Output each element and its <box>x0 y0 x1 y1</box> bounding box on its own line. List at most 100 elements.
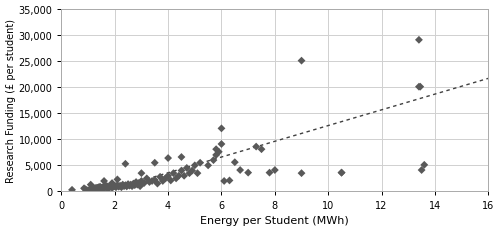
Point <box>212 148 220 151</box>
Point <box>112 185 120 189</box>
Point <box>418 168 426 172</box>
Point <box>118 183 126 187</box>
Point <box>100 186 108 190</box>
Point <box>104 185 112 189</box>
Point <box>164 174 172 178</box>
Point <box>126 184 134 188</box>
Point <box>252 145 260 149</box>
Point <box>114 178 122 182</box>
Point <box>120 185 128 188</box>
Point <box>338 171 345 175</box>
Point <box>130 182 138 186</box>
Point <box>218 127 226 131</box>
Point <box>162 177 170 180</box>
Point <box>126 183 134 187</box>
Point <box>212 153 220 157</box>
Point <box>159 179 167 183</box>
Point <box>134 183 141 187</box>
Point <box>210 159 218 162</box>
Point <box>298 172 306 175</box>
Point <box>196 161 204 165</box>
Point <box>98 186 106 190</box>
Point <box>98 187 106 191</box>
Point <box>172 177 180 180</box>
Point <box>114 183 122 187</box>
Point <box>244 171 252 175</box>
Y-axis label: Research Funding (£ per student): Research Funding (£ per student) <box>6 19 16 182</box>
Point <box>106 185 114 188</box>
Point <box>90 187 98 191</box>
Point <box>110 185 118 189</box>
Point <box>128 185 136 188</box>
Point <box>130 183 138 187</box>
Point <box>82 188 90 192</box>
Point <box>96 187 104 190</box>
Point <box>102 186 110 189</box>
Point <box>258 148 266 151</box>
Point <box>298 60 306 63</box>
Point <box>416 85 424 89</box>
Point <box>68 188 76 192</box>
Point <box>124 182 132 186</box>
Point <box>82 188 90 191</box>
Point <box>122 185 130 188</box>
Point <box>140 181 148 185</box>
Point <box>122 183 130 187</box>
Point <box>143 177 151 180</box>
Point <box>218 143 226 146</box>
Point <box>86 183 94 187</box>
Point <box>180 174 188 178</box>
Point <box>178 155 186 159</box>
Point <box>220 179 228 183</box>
Point <box>148 179 156 183</box>
Point <box>183 166 191 170</box>
Point <box>80 187 88 190</box>
Point <box>90 187 98 190</box>
Point <box>136 185 144 188</box>
Point <box>164 157 172 160</box>
Point <box>102 185 110 188</box>
Point <box>98 185 106 189</box>
Point <box>204 164 212 167</box>
Point <box>92 188 100 191</box>
Point <box>420 163 428 167</box>
Point <box>106 185 114 189</box>
Point <box>231 161 239 164</box>
Point <box>86 187 94 191</box>
Point <box>105 186 113 190</box>
Point <box>186 172 194 175</box>
Point <box>90 188 98 192</box>
Point <box>215 150 223 154</box>
Point <box>94 185 102 189</box>
Point <box>151 161 159 165</box>
Point <box>226 179 234 182</box>
Point <box>88 186 96 190</box>
Point <box>92 186 100 190</box>
Point <box>108 186 116 190</box>
Point <box>138 179 145 183</box>
Point <box>415 39 423 43</box>
Point <box>116 184 124 188</box>
Point <box>122 162 130 166</box>
Point <box>94 187 102 191</box>
Point <box>415 85 423 89</box>
Point <box>84 189 92 192</box>
Point <box>114 185 122 189</box>
X-axis label: Energy per Student (MWh): Energy per Student (MWh) <box>200 216 349 225</box>
Point <box>108 181 116 185</box>
Point <box>167 179 175 182</box>
Point <box>266 171 274 175</box>
Point <box>138 172 145 175</box>
Point <box>92 187 100 191</box>
Point <box>271 168 279 172</box>
Point <box>154 182 162 186</box>
Point <box>104 187 112 190</box>
Point <box>338 171 345 175</box>
Point <box>97 188 105 191</box>
Point <box>118 185 126 189</box>
Point <box>100 187 108 190</box>
Point <box>191 164 199 167</box>
Point <box>151 178 159 182</box>
Point <box>175 174 183 178</box>
Point <box>96 185 104 189</box>
